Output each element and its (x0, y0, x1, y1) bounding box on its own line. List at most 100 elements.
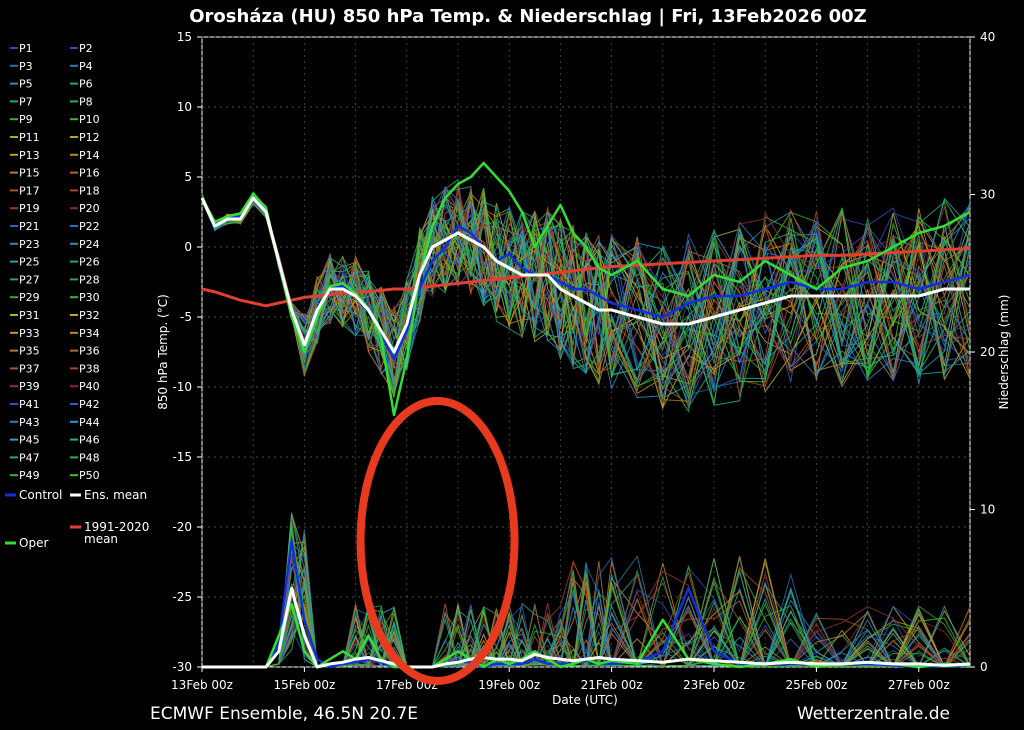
legend-label: P16 (79, 167, 100, 180)
member-temp-line (201, 197, 971, 397)
legend-label: P24 (79, 238, 100, 251)
legend-label: P7 (19, 95, 33, 108)
legend-label: P30 (79, 291, 100, 304)
y-tick-label-left: -10 (172, 380, 192, 394)
legend-label: P43 (19, 416, 40, 429)
legend-label: P49 (19, 469, 40, 482)
y-tick-label-left: 0 (184, 240, 192, 254)
legend-label: P2 (79, 42, 93, 55)
legend-label: P27 (19, 273, 40, 286)
y-tick-label-left: 5 (184, 170, 192, 184)
x-tick-label: 15Feb 00z (273, 678, 335, 692)
legend-label: P26 (79, 256, 100, 269)
y-tick-label-right: 40 (980, 30, 995, 44)
member-temp-line (201, 194, 971, 387)
legend-label: P48 (79, 451, 100, 464)
legend-label: P18 (79, 184, 100, 197)
x-tick-label: 13Feb 00z (171, 678, 233, 692)
chart-title: Orosháza (HU) 850 hPa Temp. & Niederschl… (189, 6, 866, 27)
y-tick-label-right: 20 (980, 345, 995, 359)
y-tick-label-left: -20 (172, 520, 192, 534)
legend-label: P40 (79, 380, 100, 393)
legend-label: P3 (19, 60, 33, 73)
y-tick-label-right: 30 (980, 188, 995, 202)
legend-label: P34 (79, 327, 100, 340)
member-temp-line (201, 193, 971, 407)
y-axis-left-label: 850 hPa Temp. (°C) (156, 294, 170, 410)
legend: P1 P2 P3 P4 P5 P6 P7 P8 P9 P10 P11 P12 P13 P14 P15 P16 P… (5, 42, 149, 550)
legend-label: P11 (19, 131, 40, 144)
legend-label: P41 (19, 398, 40, 411)
legend-label: P50 (79, 469, 100, 482)
y-tick-label-left: -5 (180, 310, 192, 324)
x-tick-label: 25Feb 00z (785, 678, 847, 692)
legend-label: P25 (19, 256, 40, 269)
1991-2020-mean-temp-line (201, 246, 971, 308)
legend-label: P32 (79, 309, 100, 322)
legend-label: P9 (19, 113, 33, 126)
legend-label: P5 (19, 78, 33, 91)
legend-label: P39 (19, 380, 40, 393)
y-tick-label-left: -25 (172, 590, 192, 604)
member-temp-line (201, 196, 971, 386)
oper-temp-line (200, 161, 971, 417)
y-tick-label-right: 10 (980, 503, 995, 517)
legend-label: P47 (19, 451, 40, 464)
y-tick-label-right: 0 (980, 660, 988, 674)
legend-label: P10 (79, 113, 100, 126)
legend-label: P20 (79, 202, 100, 215)
highlight-ellipse (356, 397, 519, 685)
legend-label: P17 (19, 184, 40, 197)
footer-source: ECMWF Ensemble, 46.5N 20.7E (150, 704, 418, 724)
legend-climatology-label: mean (84, 532, 118, 546)
legend-label: P21 (19, 220, 40, 233)
legend-label: P1 (19, 42, 33, 55)
legend-label: P33 (19, 327, 40, 340)
legend-label: P45 (19, 434, 40, 447)
member-temp-line (201, 196, 971, 406)
footer-site: Wetterzentrale.de (797, 704, 950, 724)
member-precip-line (202, 541, 971, 668)
y-tick-label-left: 15 (177, 30, 192, 44)
axis-ticks: 15 10 5 0 -5 -10 -15 -20 -25 -30 40 30 20 10 0 13Feb 00… (171, 30, 995, 692)
legend-label: P36 (79, 345, 100, 358)
y-axis-right-label: Niederschlag (mm) (997, 295, 1011, 410)
legend-label: P42 (79, 398, 100, 411)
member-temp-line (201, 185, 971, 397)
legend-label: P37 (19, 362, 40, 375)
y-tick-label-left: -15 (172, 450, 192, 464)
y-tick-label-left: 10 (177, 100, 192, 114)
legend-label: P46 (79, 434, 100, 447)
legend-label: P4 (79, 60, 93, 73)
x-axis-label: Date (UTC) (552, 693, 618, 707)
legend-label: P22 (79, 220, 100, 233)
legend-label: P15 (19, 167, 40, 180)
legend-label: P29 (19, 291, 40, 304)
legend-label: P35 (19, 345, 40, 358)
legend-label: P44 (79, 416, 100, 429)
legend-control-label: Control (19, 488, 62, 502)
legend-label: P23 (19, 238, 40, 251)
x-tick-label: 23Feb 00z (683, 678, 745, 692)
legend-label: P13 (19, 149, 40, 162)
legend-ens-mean-label: Ens. mean (84, 488, 147, 502)
x-tick-label: 27Feb 00z (888, 678, 950, 692)
legend-label: P19 (19, 202, 40, 215)
ens-mean-temp-line (200, 196, 970, 354)
member-precip-line (202, 585, 971, 668)
legend-climatology-label: 1991-2020 (84, 520, 149, 534)
legend-label: P12 (79, 131, 100, 144)
legend-label: P38 (79, 362, 100, 375)
x-tick-label: 19Feb 00z (478, 678, 540, 692)
y-tick-label-left: -30 (172, 660, 192, 674)
highlighted-series (200, 161, 971, 669)
annotation-layer (356, 397, 519, 685)
legend-label: P31 (19, 309, 40, 322)
legend-label: P6 (79, 78, 93, 91)
legend-label: P14 (79, 149, 100, 162)
ens-mean-precip-line (202, 586, 971, 669)
x-tick-label: 21Feb 00z (581, 678, 643, 692)
legend-oper-label: Oper (19, 536, 48, 550)
legend-label: P28 (79, 273, 100, 286)
